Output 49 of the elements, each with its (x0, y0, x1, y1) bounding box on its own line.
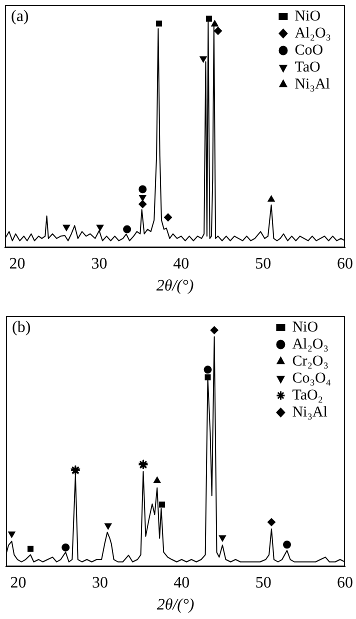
x-tick-label: 40 (174, 574, 190, 592)
legend-label: Co₃O₄ (292, 370, 331, 386)
point (8, 531, 16, 538)
x-tick-label: 30 (91, 255, 108, 272)
point (210, 326, 218, 334)
point (218, 535, 226, 542)
legend-label: NiO (294, 8, 321, 24)
point (28, 546, 34, 552)
point (62, 543, 70, 552)
point (139, 195, 146, 202)
x-axis-title: 2θ/(°) (156, 596, 194, 614)
annotation: (b) (12, 319, 31, 336)
legend-label: Al₂O₃ (292, 336, 328, 352)
point (104, 523, 112, 530)
legend-label: Cr₂O₃ (292, 353, 328, 370)
x-tick-label: 50 (255, 255, 272, 272)
x-tick-label: 30 (92, 574, 108, 592)
point (154, 476, 161, 484)
point (62, 224, 70, 231)
legend-label: Al₂O₃ (294, 25, 332, 42)
point (200, 56, 207, 63)
point (96, 224, 104, 231)
x-tick-label: 60 (337, 574, 353, 592)
legend-label: TaO (294, 59, 320, 76)
point (268, 196, 275, 202)
x-tick-label: 20 (9, 255, 26, 272)
x-tick-label: 40 (173, 255, 190, 272)
point (138, 200, 147, 208)
x-axis-title: 2θ/(°) (156, 278, 194, 295)
point (267, 518, 276, 526)
point (159, 502, 165, 508)
point (123, 225, 132, 234)
x-tick-label: 50 (255, 574, 272, 592)
legend-label: TaO₂ (292, 387, 324, 404)
point (214, 26, 222, 35)
point (156, 20, 162, 27)
legend-label: Ni₃Al (292, 404, 328, 420)
point (211, 20, 218, 26)
legend-label: Ni₃Al (294, 76, 330, 92)
annotation: (a) (11, 8, 29, 26)
point (206, 16, 212, 22)
point (283, 540, 292, 549)
legend-label: NiO (292, 319, 318, 336)
point (138, 185, 147, 194)
point (164, 213, 172, 222)
x-tick-label: 20 (10, 574, 26, 592)
legend-label: CoO (294, 42, 324, 58)
point (204, 366, 212, 374)
x-tick-label: 60 (337, 255, 353, 272)
